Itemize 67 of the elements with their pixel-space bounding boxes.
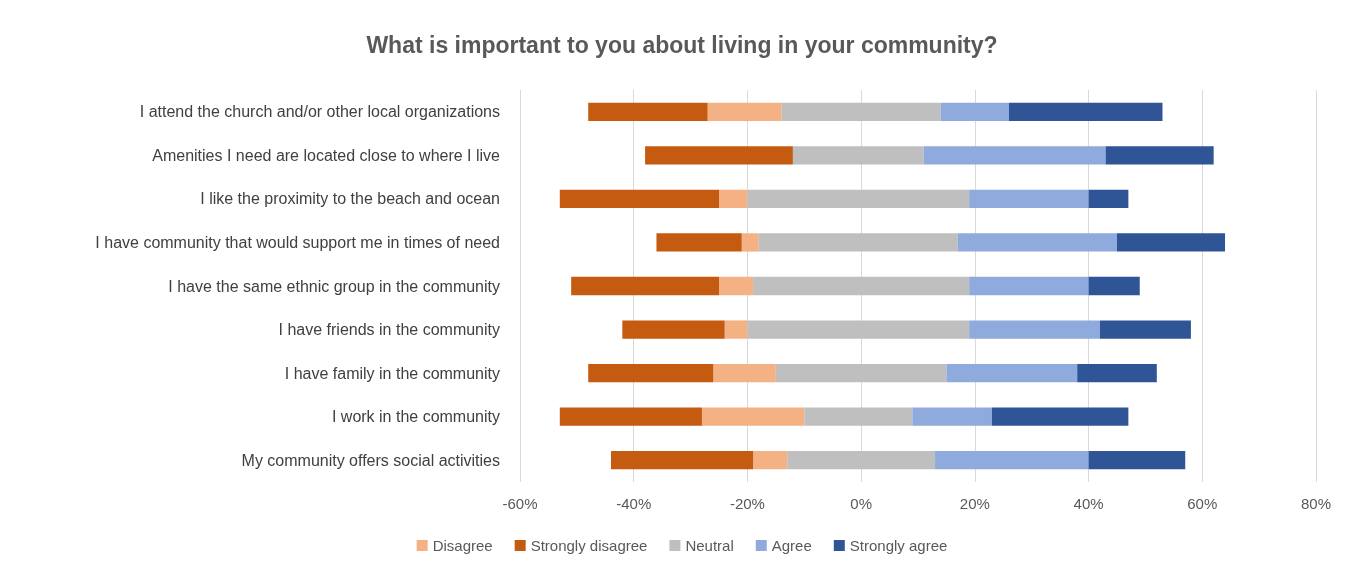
bar bbox=[957, 233, 1117, 252]
bar bbox=[991, 407, 1129, 426]
bar bbox=[923, 146, 1106, 165]
bar bbox=[559, 189, 719, 209]
bar bbox=[656, 233, 742, 252]
bar bbox=[588, 102, 708, 121]
legend-label: Agree bbox=[771, 537, 812, 554]
bar bbox=[741, 233, 759, 252]
bar bbox=[969, 189, 1089, 209]
y-tick-label: Amenities I need are located close to where I live bbox=[152, 146, 501, 164]
x-tick-label: 40% bbox=[1073, 495, 1104, 512]
y-tick-label: My community offers social activities bbox=[241, 451, 500, 469]
bar bbox=[969, 276, 1089, 296]
bar bbox=[753, 276, 970, 296]
bar bbox=[1105, 146, 1214, 165]
bar bbox=[719, 276, 754, 296]
bar bbox=[758, 233, 958, 252]
bar bbox=[719, 189, 748, 209]
bar bbox=[1088, 276, 1140, 296]
bar bbox=[935, 451, 1089, 470]
y-tick-label: I work in the community bbox=[331, 408, 500, 426]
legend-label: Neutral bbox=[685, 537, 734, 554]
bar bbox=[1008, 102, 1163, 121]
bar bbox=[969, 320, 1100, 339]
bar bbox=[1088, 451, 1186, 470]
bar bbox=[724, 320, 748, 339]
bar bbox=[610, 451, 754, 470]
y-tick-label: I like the proximity to the beach and ocean bbox=[200, 190, 500, 208]
bar bbox=[588, 363, 714, 383]
bar bbox=[787, 451, 936, 470]
bar bbox=[912, 407, 992, 426]
x-tick-label: -60% bbox=[502, 495, 538, 512]
x-tick-label: -20% bbox=[729, 495, 765, 512]
bar bbox=[645, 146, 793, 165]
bar bbox=[792, 146, 924, 165]
y-tick-label: I have family in the community bbox=[284, 364, 500, 382]
bar bbox=[571, 276, 719, 296]
bar bbox=[946, 363, 1078, 383]
bar bbox=[1077, 363, 1157, 383]
bar bbox=[701, 407, 805, 426]
bar bbox=[775, 363, 947, 383]
legend-label: Strongly agree bbox=[849, 537, 948, 554]
bar bbox=[713, 363, 776, 383]
y-tick-label: I attend the church and/or other local organizations bbox=[139, 103, 500, 121]
legend-label: Disagree bbox=[432, 537, 493, 554]
x-tick-label: 20% bbox=[959, 495, 990, 512]
x-tick-label: 0% bbox=[850, 495, 872, 512]
chart-title: What is important to you about living in your community? bbox=[366, 31, 998, 58]
y-tick-label: I have friends in the community bbox=[278, 321, 500, 339]
bar bbox=[1088, 189, 1129, 209]
bar bbox=[804, 407, 913, 426]
legend-label: Strongly disagree bbox=[530, 537, 648, 554]
bar bbox=[747, 189, 970, 209]
bar bbox=[707, 102, 782, 121]
bar bbox=[622, 320, 725, 339]
bar bbox=[747, 320, 970, 339]
x-tick-label: 80% bbox=[1300, 495, 1332, 512]
bar bbox=[1099, 320, 1191, 339]
x-tick-label: -40% bbox=[616, 495, 652, 512]
bar bbox=[559, 407, 702, 426]
bar bbox=[753, 451, 788, 470]
bar bbox=[1117, 233, 1226, 252]
y-tick-label: I have the same ethnic group in the community bbox=[168, 277, 500, 295]
bar bbox=[940, 102, 1009, 121]
y-tick-label: I have community that would support me in times of need bbox=[95, 233, 500, 251]
x-tick-label: 60% bbox=[1187, 495, 1218, 512]
bar bbox=[781, 102, 941, 121]
